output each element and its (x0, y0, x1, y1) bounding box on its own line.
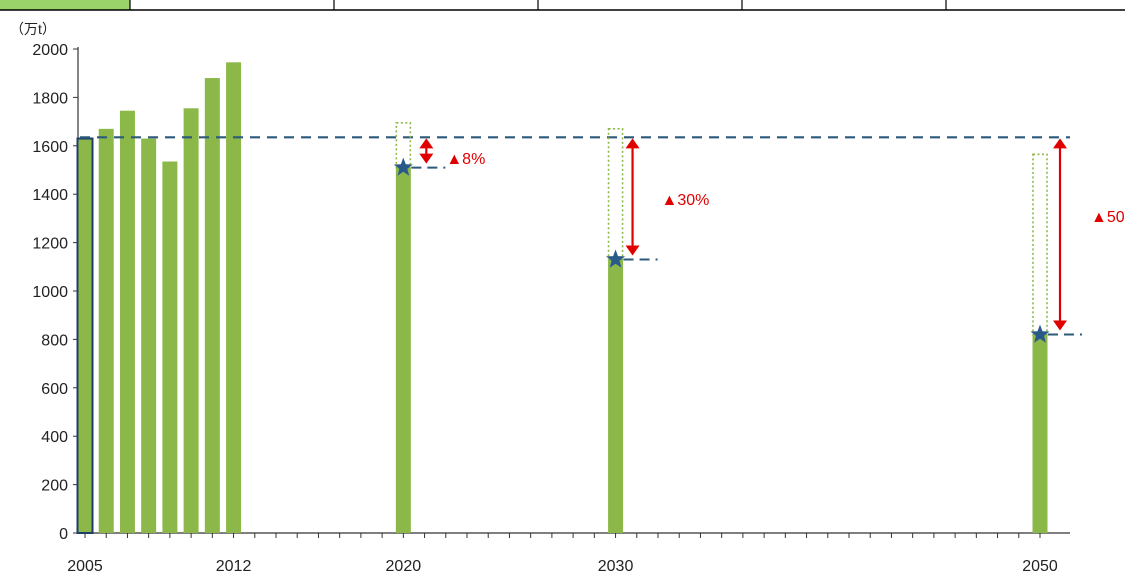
y-tick-label: 0 (59, 526, 68, 543)
data-bar (1032, 334, 1048, 533)
reduction-percent-label: ▲30% (662, 192, 710, 209)
data-bar (226, 62, 242, 534)
x-tick-label: 2030 (598, 558, 634, 574)
y-tick-label: 600 (41, 381, 68, 398)
y-tick-label: 1000 (32, 284, 68, 301)
target-star-marker (606, 249, 626, 268)
removed-portion-outline (395, 122, 412, 169)
reduction-arrow-head-up (625, 138, 640, 149)
reduction-arrow (419, 138, 434, 164)
data-bar (183, 108, 199, 533)
target-annotations: ▲8% ▲30% ▲50% (80, 122, 1125, 343)
reduction-arrow-head-down (625, 245, 640, 256)
data-bar (76, 137, 94, 534)
reduction-arrow-head-up (1053, 138, 1067, 149)
target-star-marker (1030, 324, 1050, 343)
header-table-first-cell (0, 0, 130, 10)
y-axis-unit-label: （万t） (10, 21, 56, 37)
data-bar (119, 110, 135, 534)
data-bar (204, 78, 220, 533)
x-tick-label: 2020 (386, 558, 422, 574)
data-bar (141, 138, 157, 534)
reduction-arrow-head-up (419, 138, 434, 149)
y-axis: 0 200 400 600 800 1000 1200 1400 1600 1800 2000 (32, 42, 79, 543)
x-tick-label: 2005 (67, 558, 103, 574)
reduction-arrow (625, 138, 640, 256)
y-tick-label: 1200 (32, 236, 68, 253)
x-tick-label: 2050 (1022, 558, 1058, 574)
y-tick-label: 800 (41, 332, 68, 349)
header-table-strip (0, 0, 1125, 11)
y-tick-label: 1400 (32, 187, 68, 204)
x-tick-label: 2012 (216, 558, 252, 574)
removed-portion-outline (1032, 153, 1048, 336)
reduction-percent-label: ▲50% (1091, 209, 1125, 226)
reduction-percent-label: ▲8% (446, 151, 485, 168)
bar-series (76, 62, 1048, 534)
data-bar (162, 161, 178, 533)
data-bar (98, 128, 114, 534)
data-bar (608, 259, 624, 533)
removed-portion-outline (607, 128, 624, 261)
y-tick-label: 200 (41, 478, 68, 495)
target-star-marker (393, 157, 413, 176)
y-tick-label: 1800 (32, 90, 68, 107)
data-bar (395, 167, 411, 533)
x-axis: 2005 2012 2020 2030 2050 (67, 532, 1070, 574)
reduction-arrow (1053, 138, 1067, 331)
reduction-arrow-head-down (419, 153, 434, 164)
y-tick-label: 1600 (32, 139, 68, 156)
y-tick-label: 400 (41, 429, 68, 446)
y-tick-label: 2000 (32, 42, 68, 59)
reduction-arrow-head-down (1053, 320, 1067, 331)
